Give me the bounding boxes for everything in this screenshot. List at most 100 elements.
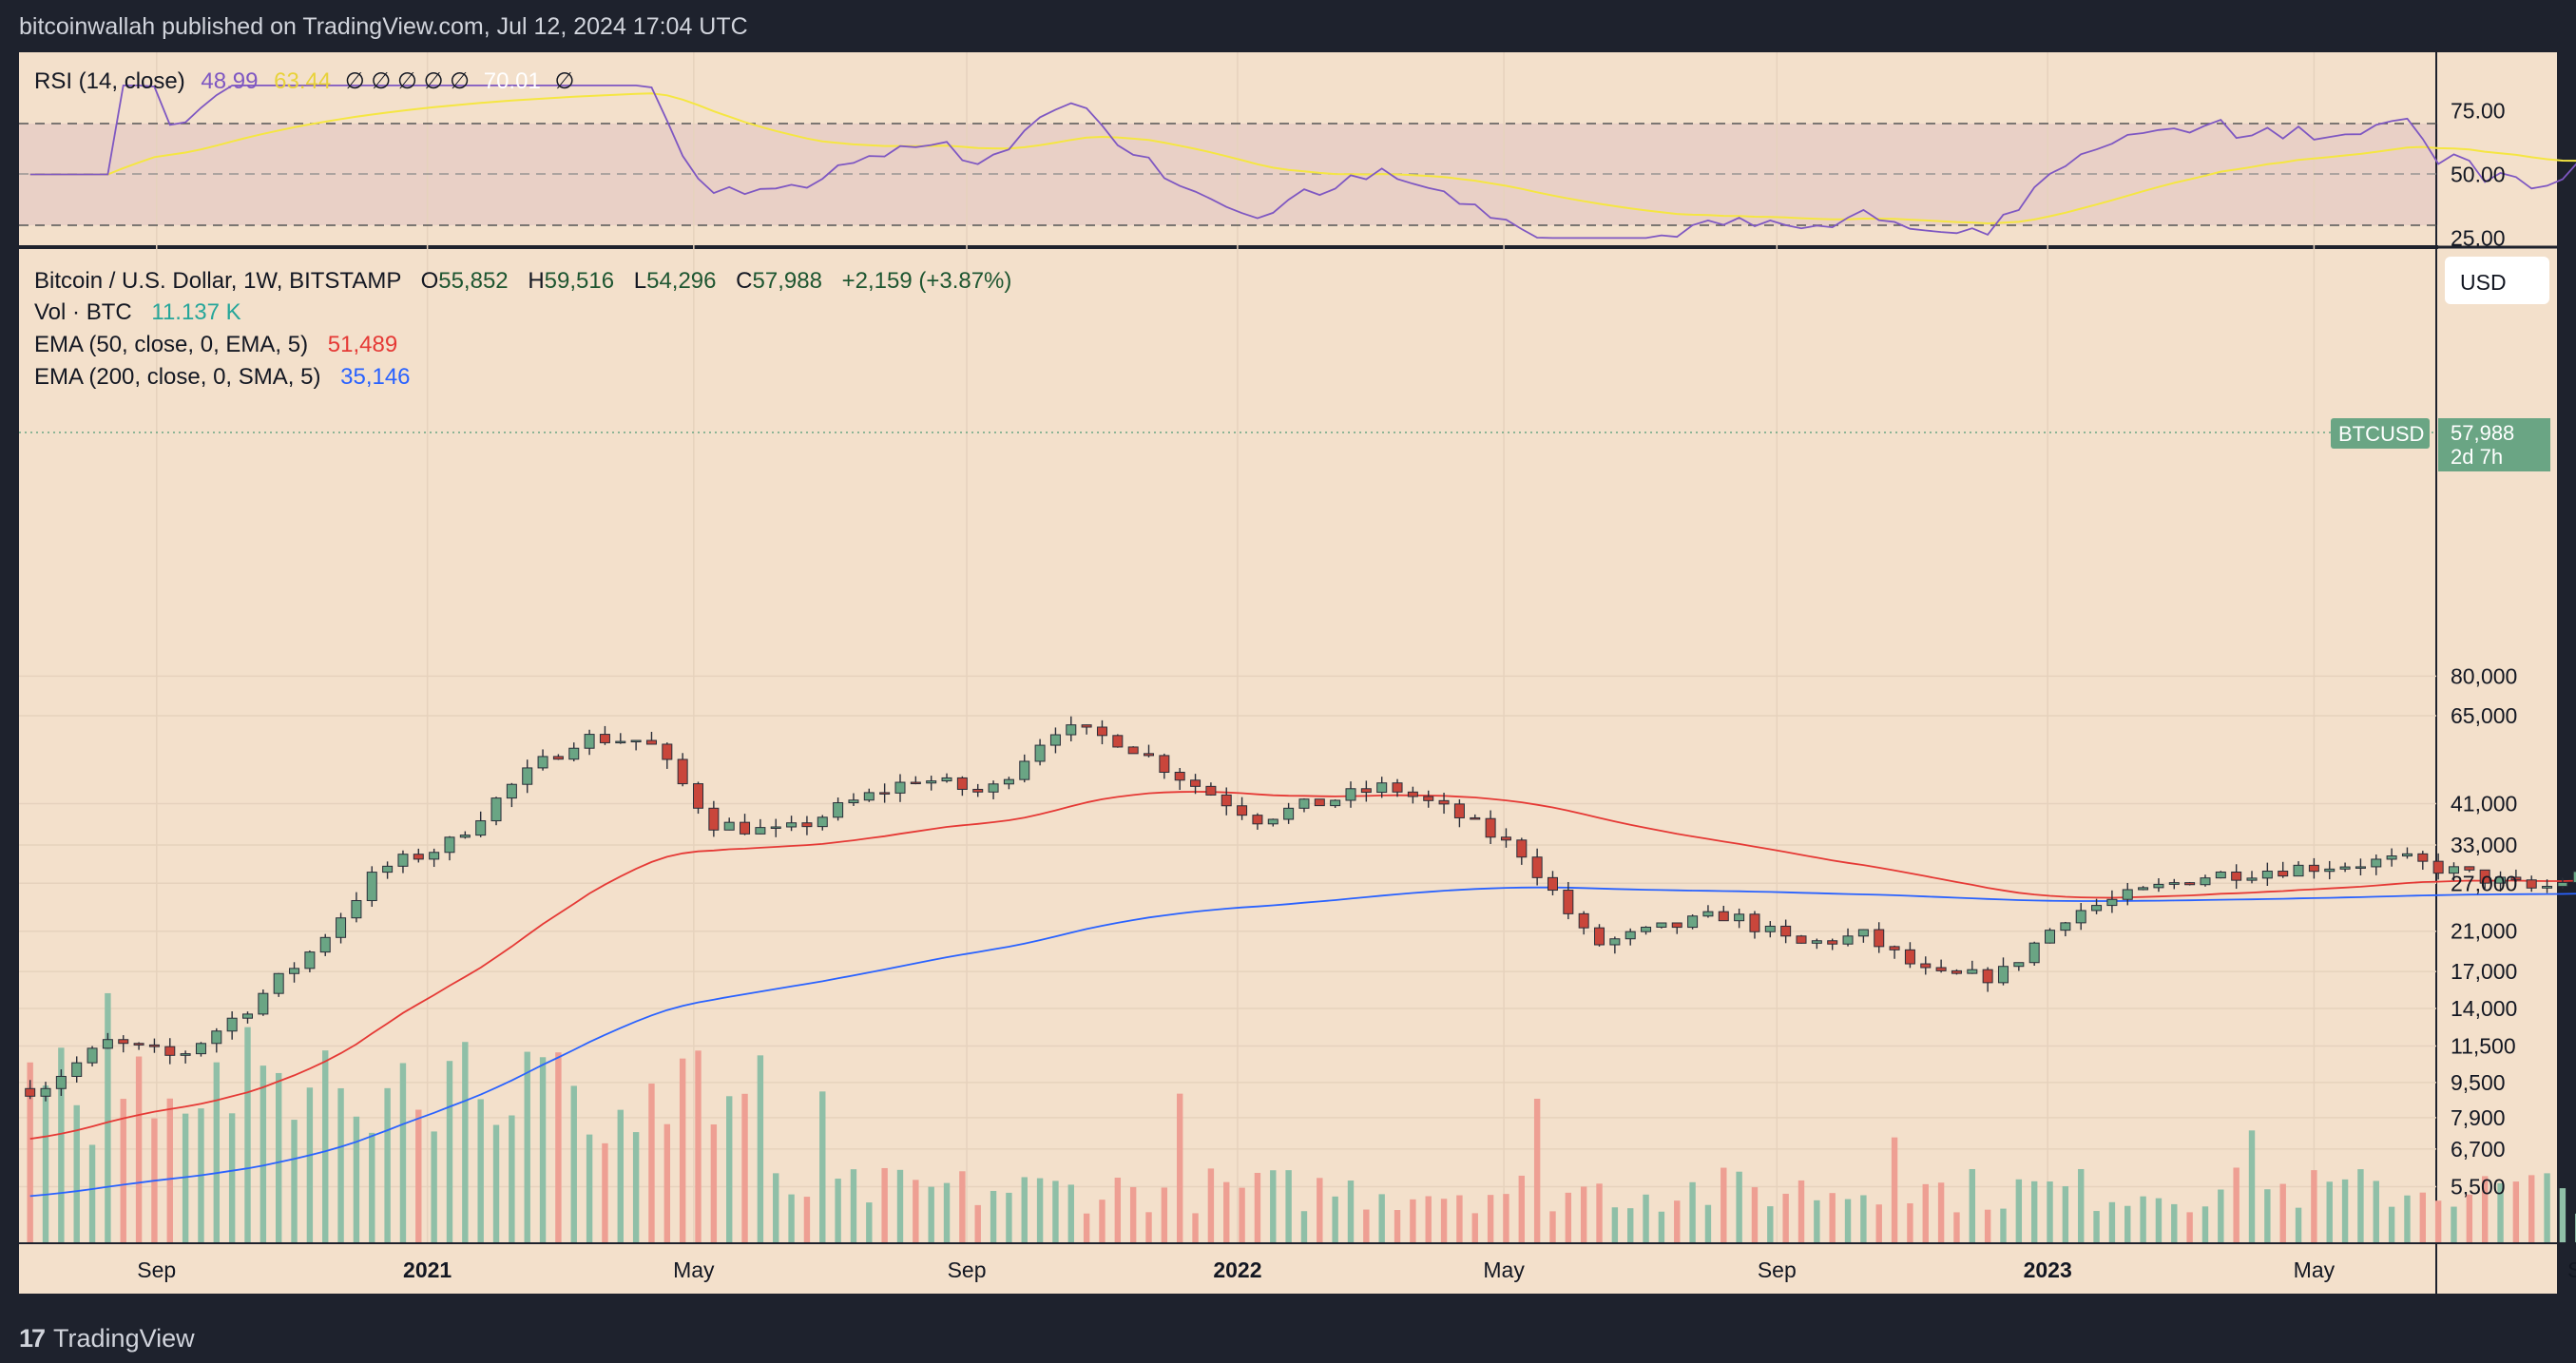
candle bbox=[1081, 724, 1092, 728]
candle bbox=[304, 951, 316, 969]
volume-bar bbox=[835, 1179, 841, 1242]
rsi-legend-value: 48.99 bbox=[201, 68, 258, 94]
candle bbox=[2246, 877, 2258, 881]
volume-bar bbox=[1067, 1184, 1074, 1242]
ema200-value: 35,146 bbox=[340, 364, 410, 390]
time-axis[interactable]: Sep2021MaySep2022MaySep2023MaySep2024May… bbox=[137, 1257, 2576, 1282]
candle bbox=[1330, 799, 1341, 807]
candle bbox=[2324, 868, 2336, 873]
candle bbox=[1904, 949, 1915, 965]
price-tick-label: 9,500 bbox=[2451, 1070, 2506, 1095]
candle bbox=[863, 792, 875, 801]
candle bbox=[522, 767, 533, 785]
rsi-plot bbox=[29, 85, 2576, 240]
candle bbox=[879, 792, 891, 795]
volume-bar bbox=[2140, 1196, 2146, 1242]
candle bbox=[972, 788, 984, 793]
candle bbox=[2293, 864, 2304, 877]
candle bbox=[1516, 839, 1528, 858]
price-axis[interactable]: 80,000 65,000 41,000 33,000 27,000 21,000 17,0… bbox=[2451, 663, 2517, 1199]
volume-bar bbox=[1021, 1177, 1028, 1242]
candle bbox=[1687, 915, 1699, 929]
candle bbox=[1205, 785, 1217, 796]
time-tick-label: 2021 bbox=[403, 1257, 452, 1282]
candle bbox=[1144, 753, 1155, 757]
price-tick-label: 11,500 bbox=[2451, 1034, 2516, 1059]
candle bbox=[568, 747, 580, 760]
candle bbox=[1531, 856, 1543, 878]
candle bbox=[2138, 887, 2149, 891]
volume-bar bbox=[2512, 1181, 2520, 1242]
volume-bar bbox=[166, 1098, 173, 1242]
candle bbox=[2231, 871, 2242, 881]
candle bbox=[2215, 871, 2226, 879]
candle bbox=[1951, 969, 1962, 974]
candle bbox=[926, 780, 937, 784]
candle bbox=[55, 1075, 67, 1089]
volume-bar bbox=[1907, 1203, 1913, 1242]
currency-button[interactable]: USD bbox=[2460, 270, 2507, 295]
footer-brand[interactable]: TradingView bbox=[53, 1324, 195, 1353]
volume-bar bbox=[1487, 1195, 1494, 1242]
volume-bar bbox=[462, 1042, 469, 1242]
volume-bar bbox=[2264, 1189, 2271, 1242]
candle bbox=[662, 743, 673, 760]
volume-bar bbox=[2015, 1179, 2023, 1242]
volume-bar bbox=[1969, 1168, 1975, 1242]
candle bbox=[71, 1062, 83, 1077]
symbol-name: Bitcoin / U.S. Dollar, 1W, BITSTAMP bbox=[34, 268, 401, 294]
candle bbox=[1283, 807, 1295, 820]
ema200-legend: EMA (200, close, 0, SMA, 5) 35,146 bbox=[34, 364, 411, 390]
currency-button-bg[interactable] bbox=[2445, 257, 2549, 304]
candle bbox=[1345, 788, 1356, 801]
volume-bar bbox=[1114, 1178, 1122, 1242]
candle bbox=[2371, 858, 2382, 868]
candle bbox=[382, 865, 394, 873]
volume-bar bbox=[1643, 1194, 1649, 1242]
rsi-legend: RSI (14, close) 48.99 63.44 ∅ ∅ ∅ ∅ ∅ 70… bbox=[34, 68, 574, 94]
rsi-legend-title: RSI (14, close) bbox=[34, 68, 185, 94]
rsi-tick-label: 25.00 bbox=[2451, 225, 2506, 250]
candle bbox=[2495, 876, 2507, 884]
volume-bar bbox=[539, 1057, 547, 1242]
candle bbox=[366, 872, 377, 902]
candle bbox=[2028, 942, 2040, 964]
volume-bar bbox=[2093, 1211, 2100, 1242]
candle bbox=[988, 783, 999, 793]
candle bbox=[645, 739, 657, 745]
price-tick-label: 21,000 bbox=[2451, 919, 2517, 944]
volume-bar bbox=[2341, 1179, 2349, 1242]
volume-bar bbox=[2078, 1168, 2085, 1242]
candle bbox=[708, 807, 720, 831]
candle bbox=[941, 777, 952, 782]
volume-bar bbox=[1394, 1210, 1401, 1242]
price-tick-label: 5,500 bbox=[2451, 1175, 2506, 1200]
volume-bar bbox=[928, 1186, 934, 1242]
candle bbox=[336, 917, 347, 938]
candle bbox=[2200, 877, 2211, 886]
volume-bar bbox=[1300, 1211, 1308, 1242]
volume-bar bbox=[1254, 1172, 1261, 1242]
candle bbox=[2184, 882, 2196, 886]
volume-bar bbox=[1083, 1213, 1090, 1242]
candle bbox=[1827, 940, 1838, 945]
volume-bar bbox=[291, 1120, 298, 1242]
volume-bar bbox=[260, 1065, 267, 1242]
volume-bar bbox=[306, 1087, 314, 1242]
volume-bar bbox=[1440, 1199, 1448, 1242]
candle bbox=[2464, 866, 2475, 871]
low-value: 54,296 bbox=[646, 268, 716, 294]
volume-bar bbox=[275, 1072, 282, 1242]
rsi-axis[interactable]: 75.00 50.00 25.00 bbox=[2451, 99, 2506, 251]
tradingview-logo-icon[interactable]: 17 bbox=[19, 1324, 46, 1353]
candle bbox=[956, 777, 968, 790]
last-price-box bbox=[2438, 418, 2550, 471]
time-tick-label: May bbox=[1483, 1257, 1525, 1282]
volume-bar bbox=[1674, 1200, 1681, 1242]
volume-bar bbox=[1751, 1187, 1759, 1242]
candle bbox=[133, 1043, 144, 1046]
price-tick-label: 6,700 bbox=[2451, 1137, 2506, 1161]
volume-bar bbox=[1627, 1208, 1634, 1242]
time-tick-label: May bbox=[2294, 1257, 2336, 1282]
